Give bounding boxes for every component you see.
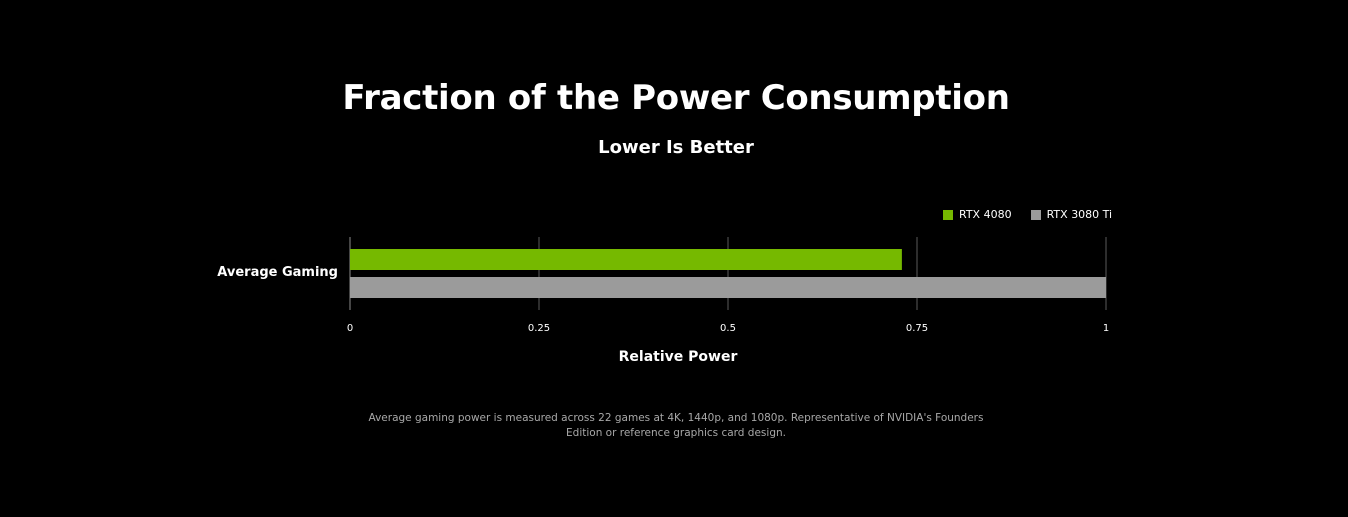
- bar-rtx-3080-ti: [350, 277, 1106, 298]
- legend-swatch-rtx-3080-ti: [1030, 209, 1041, 220]
- legend-label-rtx-3080-ti: RTX 3080 Ti: [1046, 208, 1113, 221]
- x-tick-label-2: 0.5: [720, 323, 736, 334]
- legend-item-rtx-4080: RTX 4080: [943, 208, 1012, 221]
- legend-swatch-rtx-4080: [943, 209, 953, 220]
- footnote: Average gaming power is measured across …: [0, 411, 1348, 441]
- bar-rtx-4080: [350, 249, 902, 270]
- category-label-average-gaming: Average Gaming: [217, 265, 338, 280]
- x-tick-label-1: 0.25: [528, 323, 550, 334]
- x-axis-label: Relative Power: [618, 349, 738, 365]
- legend-label-rtx-4080: RTX 4080: [959, 208, 1012, 221]
- chart-subtitle: Lower Is Better: [598, 137, 754, 158]
- footnote-line-2: Edition or reference graphics card desig…: [566, 427, 786, 439]
- x-tick-label-3: 0.75: [906, 323, 928, 334]
- chart-legend: RTX 4080 RTX 3080 Ti: [943, 208, 1131, 221]
- x-tick-label-4: 1: [1103, 323, 1109, 334]
- legend-item-rtx-3080-ti: RTX 3080 Ti: [1030, 208, 1113, 221]
- x-tick-label-0: 0: [347, 323, 353, 334]
- footnote-line-1: Average gaming power is measured across …: [368, 412, 984, 424]
- chart-title: Fraction of the Power Consumption: [342, 78, 1010, 118]
